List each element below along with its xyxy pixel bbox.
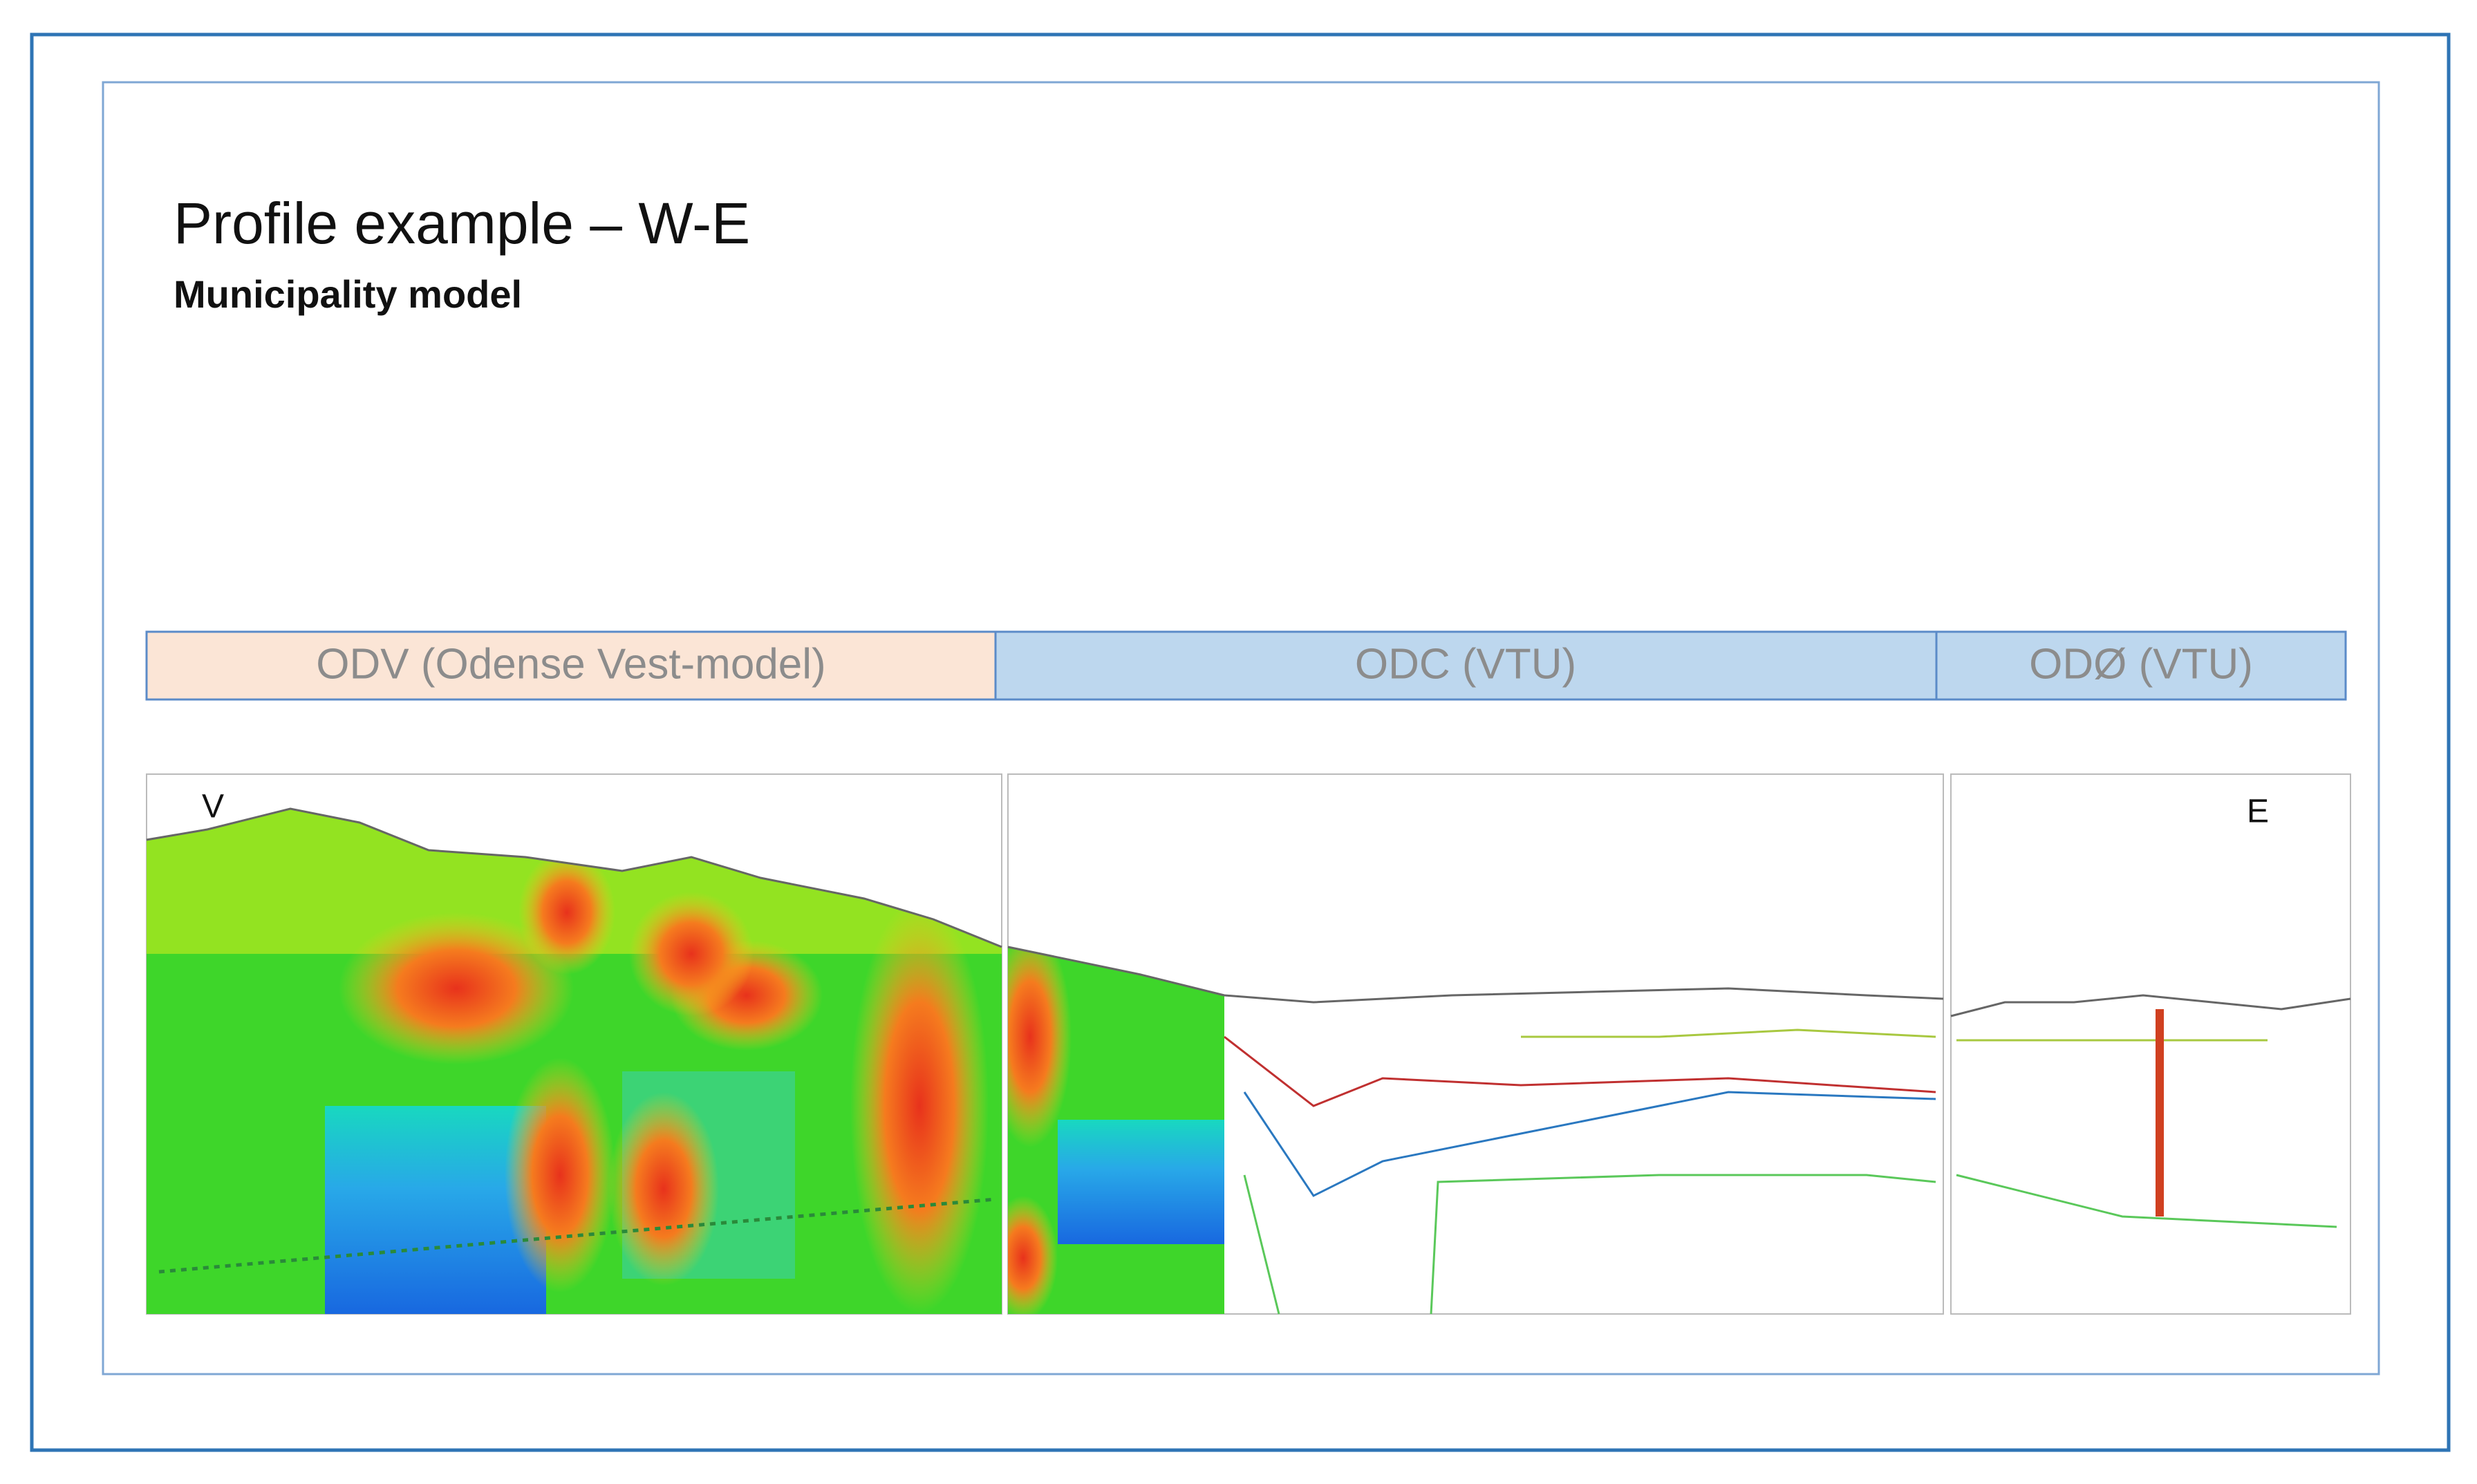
profile-panel bbox=[1950, 773, 2351, 1315]
outer-frame bbox=[30, 32, 2451, 1452]
section-box bbox=[145, 630, 997, 701]
title: Profile example – W-E bbox=[174, 191, 750, 256]
section-label: ODC (VTU) bbox=[1355, 640, 1576, 688]
profile-panel bbox=[1007, 773, 1944, 1315]
east-label: E bbox=[2247, 793, 2269, 830]
section-label: ODØ (VTU) bbox=[2029, 640, 2253, 688]
section-box bbox=[1935, 630, 2347, 701]
west-label: V bbox=[202, 789, 224, 825]
subtitle: Municipality model bbox=[174, 272, 522, 316]
section-label: ODV (Odense Vest-model) bbox=[316, 640, 825, 688]
profile-panel bbox=[146, 773, 1002, 1315]
